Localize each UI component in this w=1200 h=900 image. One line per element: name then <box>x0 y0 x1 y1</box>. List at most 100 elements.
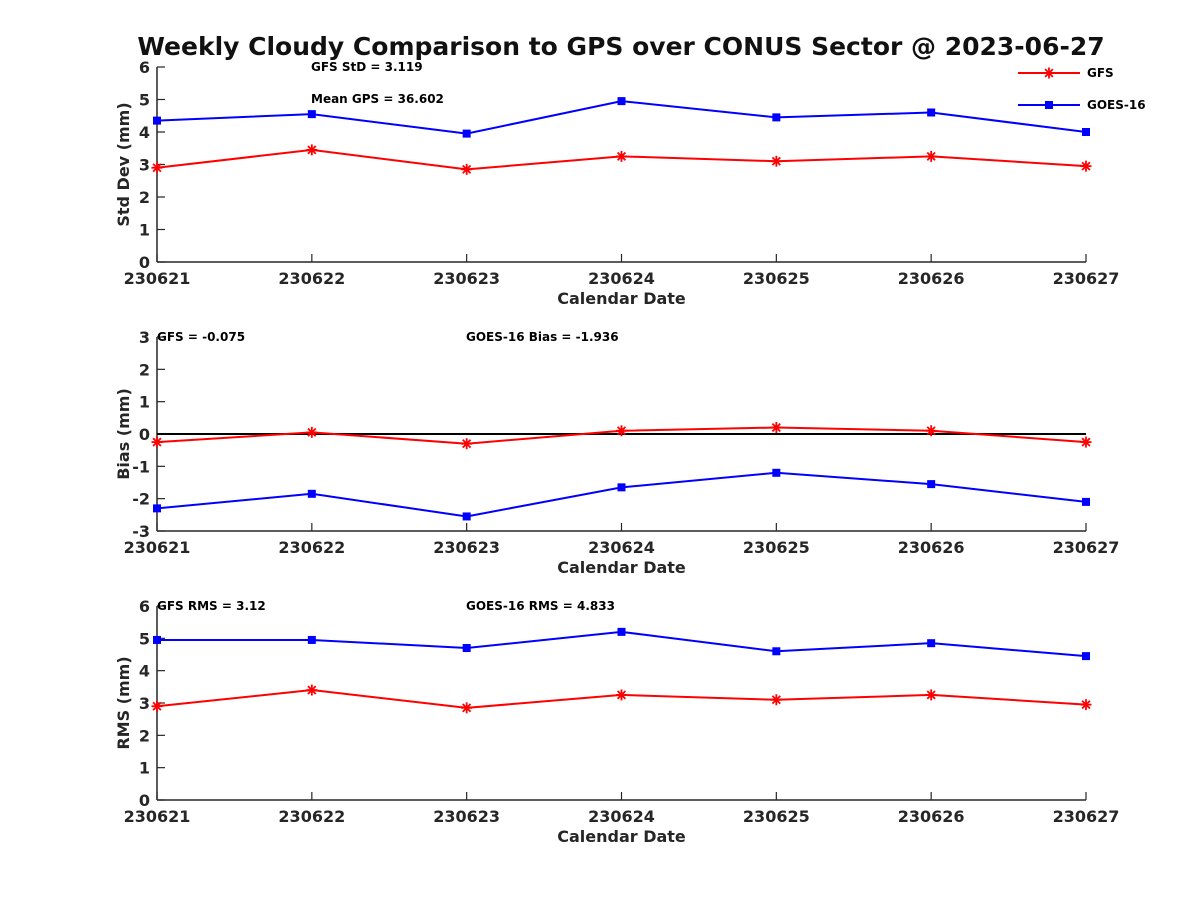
bias-goes16-point <box>617 483 626 492</box>
rms-axes: 0 1 2 3 4 5 6 230621 230622 230623 230624 230625 230… <box>114 597 1119 846</box>
bias-gfs-point <box>925 425 937 437</box>
bias-y-tick-label: -2 <box>132 490 150 509</box>
rms-gfs-point <box>770 694 782 706</box>
std-dev-x-axis-label: Calendar Date <box>557 289 686 308</box>
std-dev-axes: 0 1 2 3 4 5 6 230621 230622 230623 230624 230625 230… <box>114 58 1119 308</box>
goes16-rms-annotation: GOES-16 RMS = 4.833 <box>466 599 615 613</box>
std-dev-x-tick-label: 230625 <box>743 269 810 288</box>
rms-gfs-point <box>306 684 318 696</box>
rms-y-axis-label: RMS (mm) <box>114 656 133 749</box>
std-dev-y-tick-label: 6 <box>139 58 150 77</box>
rms-series <box>151 627 1092 714</box>
std-dev-goes16-point <box>927 108 936 117</box>
rms-gfs-point <box>461 702 473 714</box>
bias-y-tick-label: 1 <box>139 393 150 412</box>
rms-goes16-point <box>927 639 936 648</box>
bias-x-tick-label: 230621 <box>124 538 191 557</box>
std-dev-goes16-point <box>307 110 316 119</box>
rms-gfs-point <box>1080 699 1092 711</box>
rms-gfs-point <box>151 700 163 712</box>
mean-gps-annotation: Mean GPS = 36.602 <box>311 92 444 106</box>
rms-goes16-point <box>617 627 626 636</box>
std-dev-y-tick-label: 4 <box>139 123 150 142</box>
figure-title: Weekly Cloudy Comparison to GPS over CON… <box>137 32 1104 61</box>
std-dev-goes16-series-line <box>156 100 1087 135</box>
bias-panel: -3 -2 -1 0 1 2 3 230621 230622 230623 230624 230625… <box>114 328 1119 577</box>
bias-goes16-point <box>153 504 161 513</box>
std-dev-y-tick-label: 5 <box>139 91 150 110</box>
rms-goes16-point <box>307 635 316 644</box>
bias-x-tick-label: 230624 <box>588 538 655 557</box>
bias-x-tick-label: 230625 <box>743 538 810 557</box>
bias-x-axis-label: Calendar Date <box>557 558 686 577</box>
rms-panel: 0 1 2 3 4 5 6 230621 230622 230623 230624 230625 230… <box>114 597 1119 846</box>
legend-goes16-marker-icon-shape <box>1045 101 1053 109</box>
std-dev-y-tick-label: 3 <box>139 156 150 175</box>
gfs-bias-annotation: GFS = -0.075 <box>157 330 245 344</box>
bias-axes: -3 -2 -1 0 1 2 3 230621 230622 230623 230624 230625… <box>114 328 1119 577</box>
std-dev-series <box>151 97 1092 175</box>
bias-series <box>151 422 1092 521</box>
bias-goes16-point <box>927 480 936 489</box>
bias-goes16-point <box>772 468 781 477</box>
std-dev-y-tick-label: 2 <box>139 188 150 207</box>
rms-gfs-point <box>925 689 937 701</box>
bias-gfs-point <box>616 425 627 437</box>
bias-x-tick-label: 230623 <box>433 538 500 557</box>
bias-gfs-point <box>1080 436 1092 448</box>
rms-goes16-point <box>1082 652 1090 661</box>
gfs-rms-annotation: GFS RMS = 3.12 <box>157 599 266 613</box>
bias-goes16-point <box>462 512 471 521</box>
rms-x-tick-label: 230622 <box>278 807 345 826</box>
rms-x-tick-label: 230627 <box>1053 807 1120 826</box>
bias-x-tick-label: 230627 <box>1053 538 1120 557</box>
bias-gfs-point <box>306 426 318 438</box>
rms-x-axis-label: Calendar Date <box>557 827 686 846</box>
std-dev-gfs-point <box>151 162 163 174</box>
std-dev-gfs-point <box>616 150 627 162</box>
rms-y-tick-label: 3 <box>139 694 150 713</box>
rms-y-tick-label: 5 <box>139 629 150 648</box>
bias-gfs-point <box>770 422 782 434</box>
bias-y-tick-label: 0 <box>139 425 150 444</box>
bias-y-tick-label: -3 <box>132 522 150 541</box>
std-dev-annotations: GFS StD = 3.119 Mean GPS = 36.602 <box>311 60 444 106</box>
rms-x-tick-label: 230626 <box>898 807 965 826</box>
std-dev-y-tick-label: 0 <box>139 253 150 272</box>
std-dev-x-tick-label: 230621 <box>124 269 191 288</box>
std-dev-goes16-point <box>1082 128 1090 136</box>
rms-annotations: GFS RMS = 3.12 GOES-16 RMS = 4.833 <box>157 599 615 613</box>
legend-gfs-marker-icon <box>1043 67 1055 79</box>
std-dev-gfs-point <box>306 144 318 156</box>
std-dev-goes16-point <box>772 113 781 122</box>
rms-goes16-point <box>153 635 161 644</box>
std-dev-x-tick-label: 230623 <box>433 269 500 288</box>
std-dev-gfs-point <box>1080 160 1092 172</box>
legend-gfs-label: GFS <box>1087 66 1114 80</box>
legend-gfs-marker-icon-shape <box>1043 67 1055 79</box>
bias-y-tick-label: -1 <box>132 457 150 476</box>
bias-x-tick-label: 230622 <box>278 538 345 557</box>
bias-goes16-point <box>307 489 316 498</box>
gfs-std-annotation: GFS StD = 3.119 <box>311 60 423 74</box>
std-dev-goes16-point <box>153 116 161 125</box>
std-dev-y-tick-label: 1 <box>139 221 150 240</box>
rms-y-tick-label: 2 <box>139 726 150 745</box>
bias-y-axis-label: Bias (mm) <box>114 388 133 480</box>
std-dev-gfs-point <box>461 163 473 175</box>
rms-gfs-point <box>616 689 627 701</box>
std-dev-x-tick-label: 230622 <box>278 269 345 288</box>
rms-x-tick-label: 230624 <box>588 807 655 826</box>
std-dev-x-tick-label: 230626 <box>898 269 965 288</box>
std-dev-x-tick-label: 230627 <box>1053 269 1120 288</box>
std-dev-goes16-point <box>462 129 471 138</box>
std-dev-gfs-point <box>770 155 782 167</box>
std-dev-y-axis-label: Std Dev (mm) <box>114 102 133 226</box>
rms-y-tick-label: 6 <box>139 597 150 616</box>
legend-goes16-label: GOES-16 <box>1087 98 1146 112</box>
bias-x-tick-label: 230626 <box>898 538 965 557</box>
rms-x-tick-label: 230621 <box>124 807 191 826</box>
bias-y-tick-label: 2 <box>139 360 150 379</box>
std-dev-x-tick-label: 230624 <box>588 269 655 288</box>
